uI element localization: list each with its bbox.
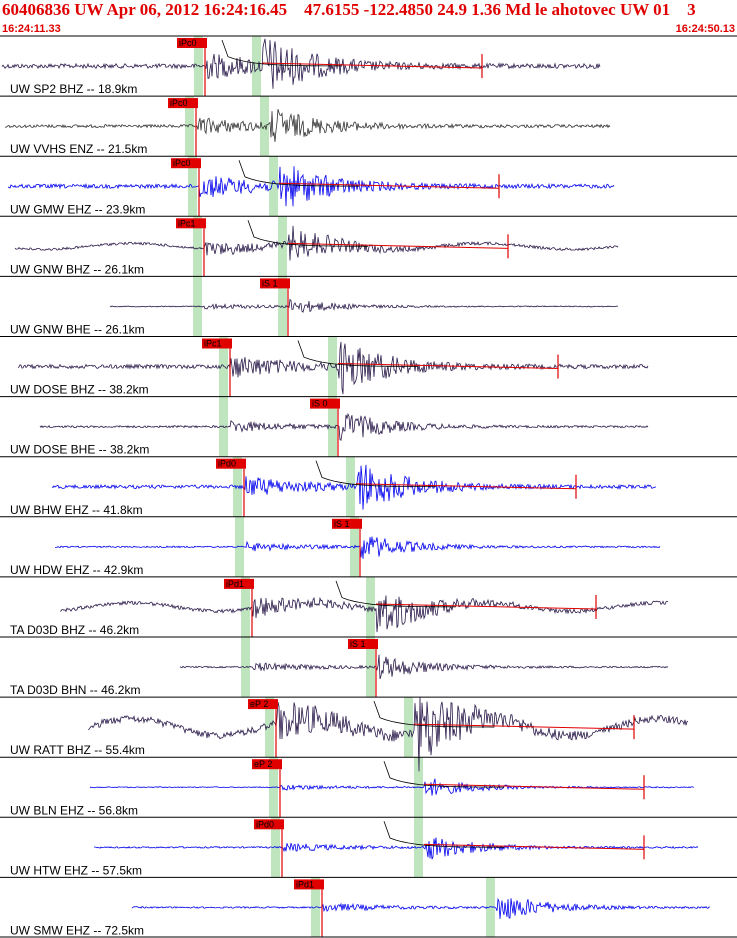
coda-fit-line [423,783,645,790]
pick-window-s [328,336,337,397]
waveform-trace [54,536,661,559]
pick-label: eP 2 [254,759,272,769]
waveform-trace [109,298,619,313]
pick-label: iPc0 [173,158,191,168]
station-label: UW DOSE BHZ -- 38.2km [10,383,149,397]
coda-fit-line [287,242,509,249]
pick-flag [332,518,362,529]
pick-label: iPd1 [296,879,314,889]
coda-fit-line [355,483,577,490]
pick-flag [176,218,206,229]
pick-label: iS 1 [350,639,366,649]
waveform-trace [51,464,657,510]
coda-curve [383,761,505,788]
time-start-label: 16:24:11.33 [2,23,61,35]
pick-label: iPd1 [226,579,244,589]
waveform-trace [39,412,649,441]
station-label: UW VVHS ENZ -- 21.5km [10,142,147,156]
coda-fit-line [375,603,597,610]
pick-label: iPc0 [170,98,188,108]
pick-window-p [188,156,197,217]
station-label: UW SP2 BHZ -- 18.9km [10,82,137,96]
station-label: TA D03D BHZ -- 46.2km [10,623,139,637]
station-label: UW RATT BHZ -- 55.4km [10,743,145,757]
pick-label: iPc0 [179,38,197,48]
pick-window-p [233,456,242,517]
station-label: UW DOSE BHE -- 38.2km [10,443,149,457]
pick-label: iPd0 [256,819,274,829]
pick-flag [248,699,278,710]
station-label: UW GNW BHZ -- 26.1km [10,262,144,276]
pick-label: eP 2 [250,699,268,709]
pick-flag [254,819,284,830]
time-end-label: 16:24:50.13 [675,23,735,35]
coda-curve [335,580,457,608]
pick-flag [252,759,282,770]
pick-label: iS 1 [334,519,350,529]
pick-window-s [252,36,261,97]
pick-flag [294,879,324,890]
waveform-trace [89,778,694,796]
waveform-trace [1,38,601,89]
waveform-trace [14,225,619,261]
coda-fit-line [423,843,645,850]
pick-window-s [366,576,375,637]
station-label: UW BLN EHZ -- 56.8km [10,803,138,817]
waveform-trace [93,837,699,860]
coda-fit-line [337,363,559,370]
pick-flag [260,278,290,289]
coda-fit-line [278,182,500,189]
pick-window-p [193,216,202,277]
pick-window-s [328,396,337,457]
pick-window-s [346,456,355,517]
station-label: UW SMW EHZ -- 72.5km [10,924,144,938]
pick-flag [202,338,232,349]
event-header-title: 60406836 UW Apr 06, 2012 16:24:16.45 47.… [2,0,696,19]
pick-window-s [404,697,413,758]
pick-label: iPc1 [204,339,222,349]
coda-curve [315,460,437,488]
station-label: UW HDW EHZ -- 42.9km [10,563,143,577]
waveform-trace [59,595,669,633]
pick-flag [224,578,254,589]
pick-flag [168,98,198,109]
pick-label: iPd0 [218,459,236,469]
station-label: TA D03D BHN -- 46.2km [10,683,140,697]
pick-flag [310,398,340,409]
pick-label: iS 1 [262,278,278,288]
waveform-trace [17,341,649,395]
pick-window-s [486,877,495,938]
pick-flag [177,38,207,48]
pick-flag [216,458,246,469]
pick-label: iS 0 [312,399,328,409]
coda-curve [221,39,343,67]
coda-curve [247,220,369,247]
waveform-trace [4,109,611,142]
coda-fit-line [261,62,483,69]
waveform-trace [7,166,615,207]
waveform-trace [87,696,689,772]
coda-fit-line [413,723,635,730]
pick-flag [171,158,201,169]
waveform-trace [179,654,669,680]
pick-label: iPc1 [178,218,196,228]
pick-window-p [185,96,194,157]
waveform-trace [131,897,711,919]
station-label: UW HTW EHZ -- 57.5km [10,863,142,877]
station-label: UW BHW EHZ -- 41.8km [10,503,143,517]
coda-curve [373,700,495,728]
station-label: UW GNW BHE -- 26.1km [10,323,145,337]
station-label: UW GMW EHZ -- 23.9km [10,202,145,216]
pick-flag [348,639,378,649]
coda-curve [383,821,505,848]
coda-curve [297,340,419,367]
coda-curve [238,160,360,187]
pick-window-p [241,576,250,637]
pick-window-s [269,156,278,217]
